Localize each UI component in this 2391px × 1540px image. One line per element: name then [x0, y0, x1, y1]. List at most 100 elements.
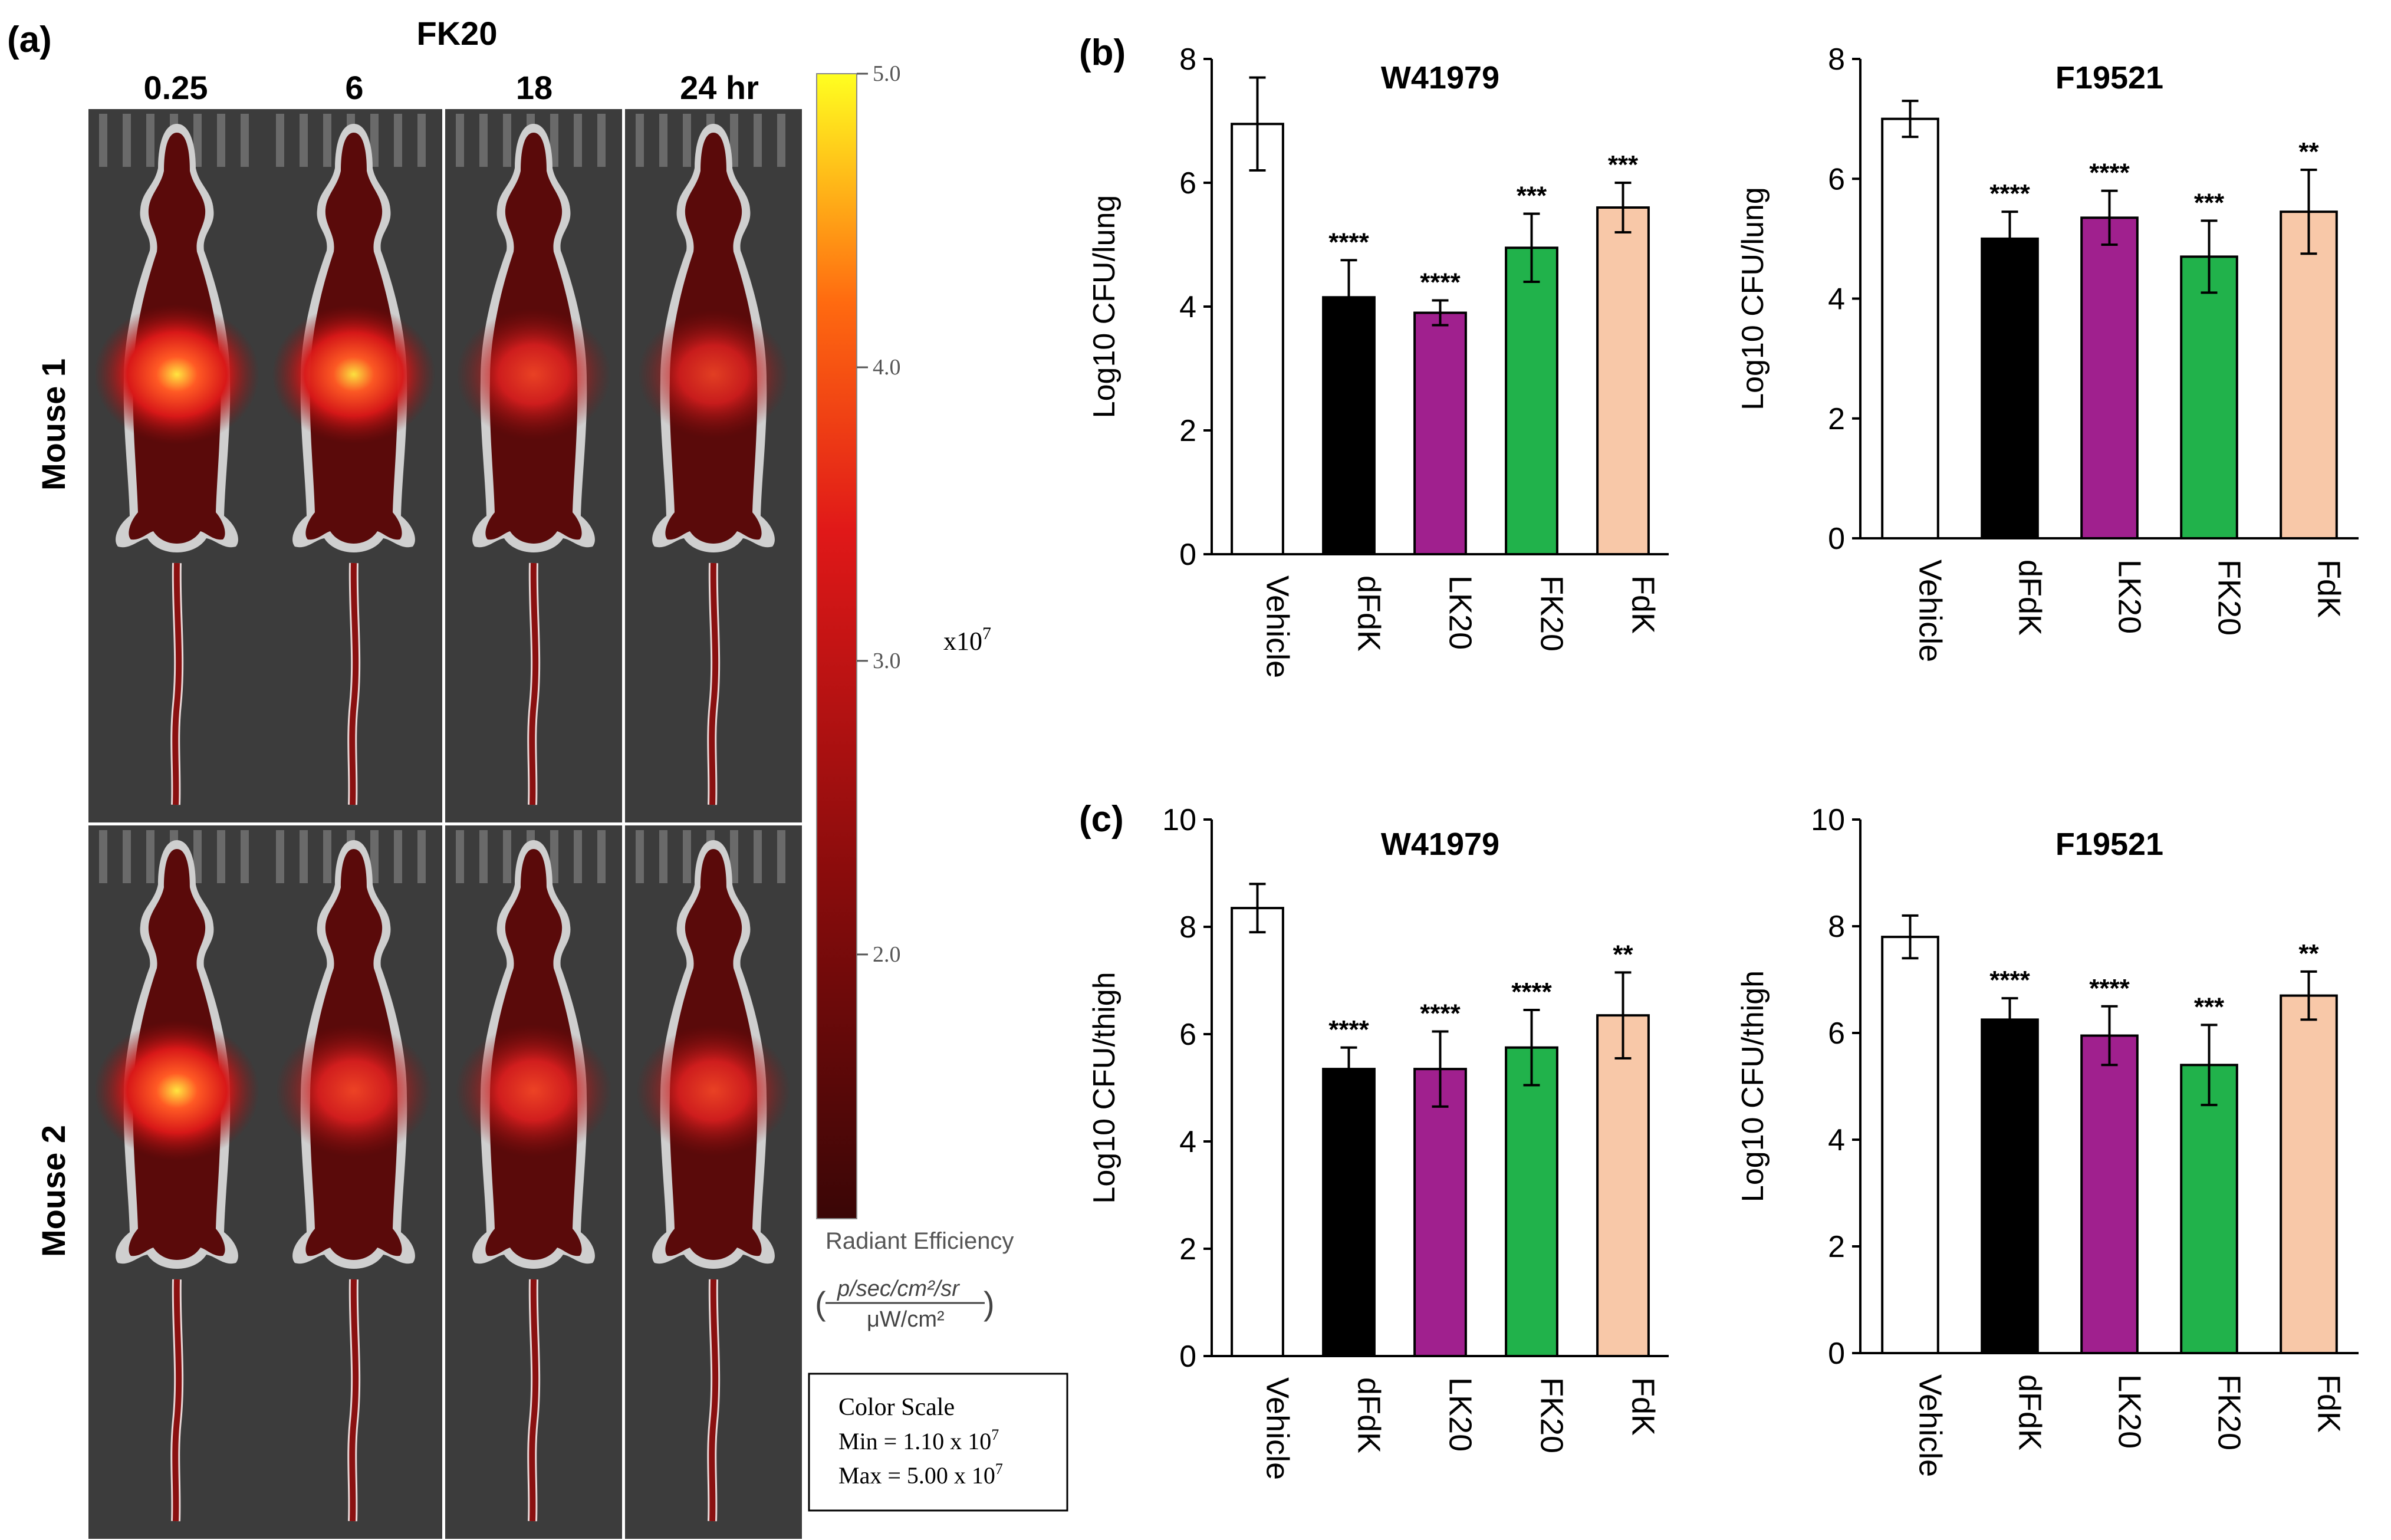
chart-lung-w41979: (b) W41979 Log10 CFU/lung 0 2 4 6 8 Vehicle **** d…: [1079, 32, 1669, 678]
bar: [1231, 907, 1284, 1357]
significance-label: ****: [1511, 978, 1552, 1006]
imaging-tile: [625, 825, 802, 1539]
significance-label: ***: [1517, 182, 1547, 210]
holder-bar: [394, 114, 402, 167]
panel-a-label: (a): [7, 19, 52, 60]
holder-bar: [417, 114, 426, 167]
timepoint-label: 18: [516, 69, 552, 106]
color-scale-max: Max = 5.00 x 107: [838, 1460, 1003, 1489]
imaging-tile: [445, 109, 622, 822]
holder-bar: [300, 114, 308, 167]
holder-bar: [730, 830, 738, 883]
fluorescence-signal: [94, 1021, 259, 1161]
bar: [1505, 1046, 1558, 1357]
x-tick-label: dFdK: [2012, 1374, 2048, 1450]
x-tick-label: LK20: [1443, 575, 1478, 650]
bar: [1881, 117, 1939, 539]
significance-label: ***: [1608, 150, 1639, 179]
fluorescence-signal: [455, 1024, 612, 1157]
bar: [1413, 1068, 1467, 1357]
imaging-tile: [625, 109, 802, 822]
significance-label: ****: [1989, 966, 2030, 995]
bar: [1231, 123, 1284, 555]
y-tick-label: 6: [1828, 162, 1845, 196]
holder-bar: [300, 830, 308, 883]
x-tick-label: dFdK: [2012, 560, 2048, 636]
x-tick-label: LK20: [1443, 1377, 1478, 1452]
fluorescence-signal: [456, 308, 611, 440]
y-tick-label: 4: [1828, 1123, 1845, 1157]
y-tick-label: 2: [1828, 402, 1845, 436]
y-tick-label: 8: [1828, 42, 1845, 77]
colorbar-tick-label: 4.0: [873, 355, 901, 380]
holder-bar: [550, 114, 558, 167]
holder-bar: [370, 114, 379, 167]
holder-bar: [754, 114, 762, 167]
bar: [2280, 994, 2338, 1354]
holder-bar: [456, 114, 464, 167]
significance-label: **: [1613, 940, 1633, 969]
y-tick-label: 6: [1179, 1018, 1196, 1052]
fluorescence-signal: [638, 310, 789, 439]
y-tick-label: 2: [1179, 414, 1196, 448]
holder-bar: [683, 830, 691, 883]
significance-label: **: [2298, 939, 2319, 968]
x-tick-label: FK20: [1534, 575, 1570, 651]
holder-bar: [323, 830, 331, 883]
colorbar-tick-label: 2.0: [873, 942, 901, 967]
y-tick-label: 8: [1828, 910, 1845, 944]
row-label-mouse-1: Mouse 1: [35, 358, 72, 491]
chart-title: W41979: [1381, 827, 1499, 862]
timepoint-label: 24 hr: [680, 69, 759, 106]
panel-a-imaging: (a) FK20 0.25 6 18 24 hr Mouse 1 Mouse 2…: [7, 15, 1068, 1539]
holder-bar: [730, 114, 738, 167]
holder-bar: [479, 830, 488, 883]
holder-bar: [574, 830, 582, 883]
holder-bar: [146, 830, 154, 883]
colorbar-unit-paren-close: ): [984, 1285, 995, 1322]
holder-bar: [754, 830, 762, 883]
holder-bar: [417, 830, 426, 883]
x-tick-label: Vehicle: [1913, 1374, 1948, 1477]
imaging-tile: [265, 109, 442, 822]
holder-bar: [241, 114, 249, 167]
colorbar-unit-denominator: μW/cm²: [867, 1307, 945, 1332]
holder-bar: [659, 114, 667, 167]
y-tick-label: 0: [1828, 1337, 1845, 1371]
y-tick-label: 2: [1179, 1232, 1196, 1266]
holder-bar: [217, 830, 225, 883]
y-axis-label: Log10 CFU/thigh: [1087, 972, 1121, 1203]
y-tick-label: 10: [1811, 803, 1845, 837]
chart-title: W41979: [1381, 60, 1499, 96]
imaging-tile: [445, 825, 622, 1539]
significance-label: ****: [1328, 1015, 1369, 1044]
y-tick-label: 10: [1162, 803, 1196, 837]
fluorescence-signal: [275, 1024, 432, 1157]
fluorescence-signal: [272, 305, 436, 444]
bar: [1596, 1014, 1650, 1357]
timepoint-label: 6: [345, 69, 363, 106]
significance-label: ****: [2089, 159, 2130, 187]
holder-bar: [777, 114, 785, 167]
y-tick-label: 0: [1179, 538, 1196, 572]
bar: [2180, 255, 2238, 539]
holder-bar: [123, 114, 131, 167]
significance-label: ***: [2194, 188, 2225, 217]
holder-bar: [659, 830, 667, 883]
bar: [2080, 216, 2139, 539]
imaging-tile: [265, 825, 442, 1539]
row-label-mouse-2: Mouse 2: [35, 1125, 72, 1257]
y-tick-label: 4: [1179, 1125, 1196, 1159]
significance-label: ****: [1989, 179, 2030, 208]
color-scale-min: Min = 1.10 x 107: [838, 1426, 999, 1455]
fluorescence-signal: [94, 304, 259, 445]
bar: [1596, 206, 1650, 555]
holder-bar: [241, 830, 249, 883]
holder-bar: [550, 830, 558, 883]
holder-bar: [276, 830, 284, 883]
x-tick-label: FdK: [1626, 1377, 1661, 1436]
bar: [1881, 936, 1939, 1355]
colorbar-title: Radiant Efficiency: [825, 1228, 1014, 1254]
holder-bar: [636, 830, 644, 883]
colorbar-tick-label: 5.0: [873, 61, 901, 86]
